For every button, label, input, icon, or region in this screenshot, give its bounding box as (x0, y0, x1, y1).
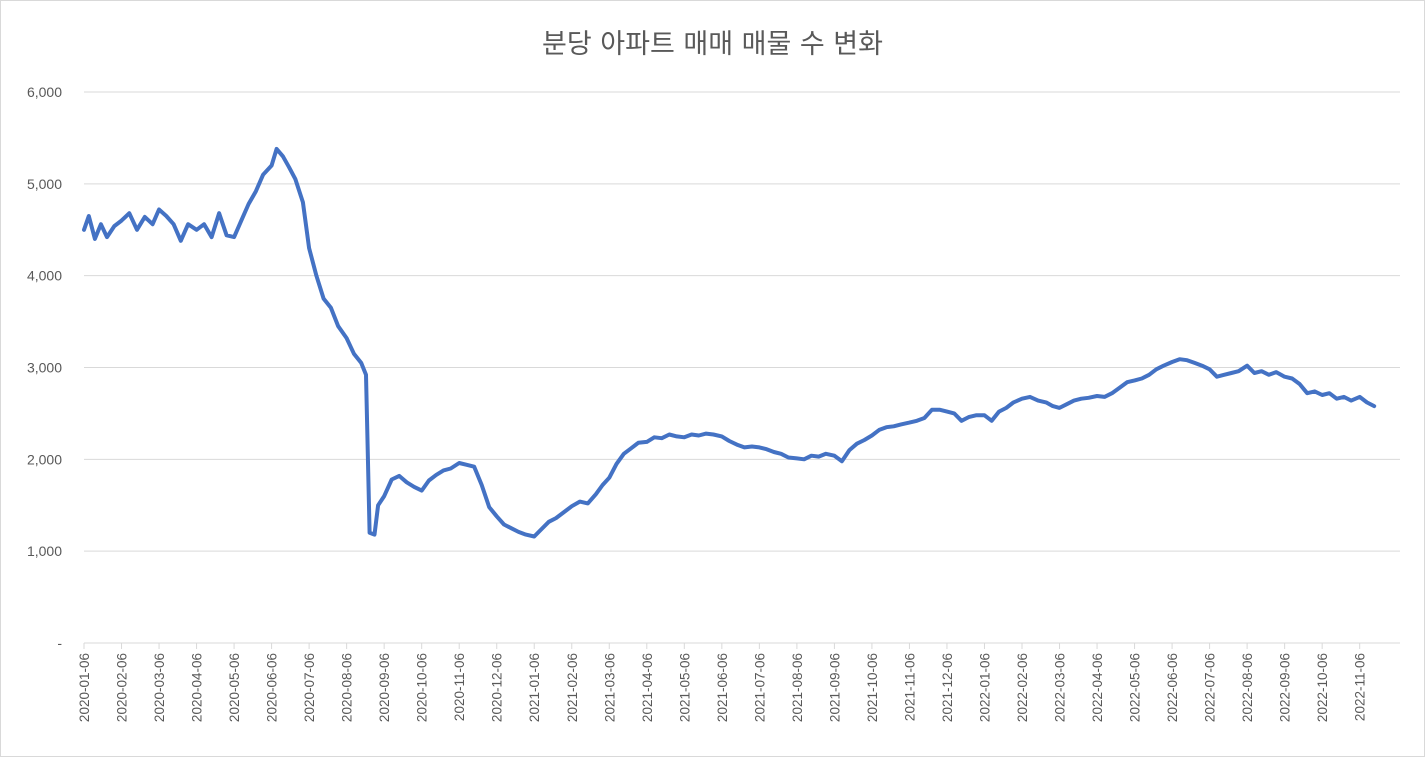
y-tick-label: 2,000 (27, 451, 62, 467)
chart-title: 분당 아파트 매매 매물 수 변화 (542, 29, 883, 60)
x-tick-label: 2021-05-06 (677, 653, 692, 722)
y-tick-label: 3,000 (27, 360, 62, 376)
x-tick-label: 2022-01-06 (977, 653, 992, 722)
y-tick-label: 6,000 (27, 84, 62, 100)
x-tick-label: 2021-07-06 (752, 653, 767, 722)
x-tick-label: 2021-12-06 (940, 653, 955, 722)
x-tick-label: 2020-08-06 (340, 653, 355, 722)
x-tick-label: 2022-03-06 (1053, 653, 1068, 722)
x-tick-label: 2022-08-06 (1240, 653, 1255, 722)
x-tick-label: 2022-07-06 (1203, 653, 1218, 722)
y-tick-label: 1,000 (27, 543, 62, 559)
x-tick-label: 2021-01-06 (527, 653, 542, 722)
x-tick-label: 2020-10-06 (415, 653, 430, 722)
x-tick-label: 2022-09-06 (1278, 653, 1293, 722)
x-tick-label: 2022-04-06 (1090, 653, 1105, 722)
x-tick-label: 2021-06-06 (715, 653, 730, 722)
x-tick-label: 2020-07-06 (302, 653, 317, 722)
x-tick-label: 2021-09-06 (827, 653, 842, 722)
x-tick-label: 2021-04-06 (640, 653, 655, 722)
x-tick-label: 2020-06-06 (265, 653, 280, 722)
x-tick-label: 2020-05-06 (227, 653, 242, 722)
x-tick-label: 2022-11-06 (1353, 653, 1368, 721)
y-tick-label: 4,000 (27, 268, 62, 284)
x-tick-label: 2021-03-06 (602, 653, 617, 722)
series-line (82, 146, 1377, 539)
x-tick-label: 2022-10-06 (1315, 653, 1330, 722)
x-tick-label: 2021-08-06 (790, 653, 805, 722)
x-tick-label: 2020-03-06 (152, 653, 167, 722)
x-tick-label: 2021-02-06 (565, 653, 580, 722)
x-tick-label: 2022-05-06 (1128, 653, 1143, 722)
x-tick-label: 2020-04-06 (190, 653, 205, 722)
y-tick-label: 5,000 (27, 176, 62, 192)
x-tick-label: 2021-10-06 (865, 653, 880, 722)
x-tick-label: 2020-01-06 (77, 653, 92, 722)
x-tick-label: 2020-09-06 (377, 653, 392, 722)
x-tick-label: 2022-02-06 (1015, 653, 1030, 722)
x-tick-label: 2020-11-06 (452, 653, 467, 721)
x-tick-label: 2020-12-06 (490, 653, 505, 722)
x-tick-label: 2022-06-06 (1165, 653, 1180, 722)
x-tick-label: 2020-02-06 (115, 653, 130, 722)
y-tick-label: - (57, 635, 62, 651)
x-tick-label: 2021-11-06 (902, 653, 917, 721)
